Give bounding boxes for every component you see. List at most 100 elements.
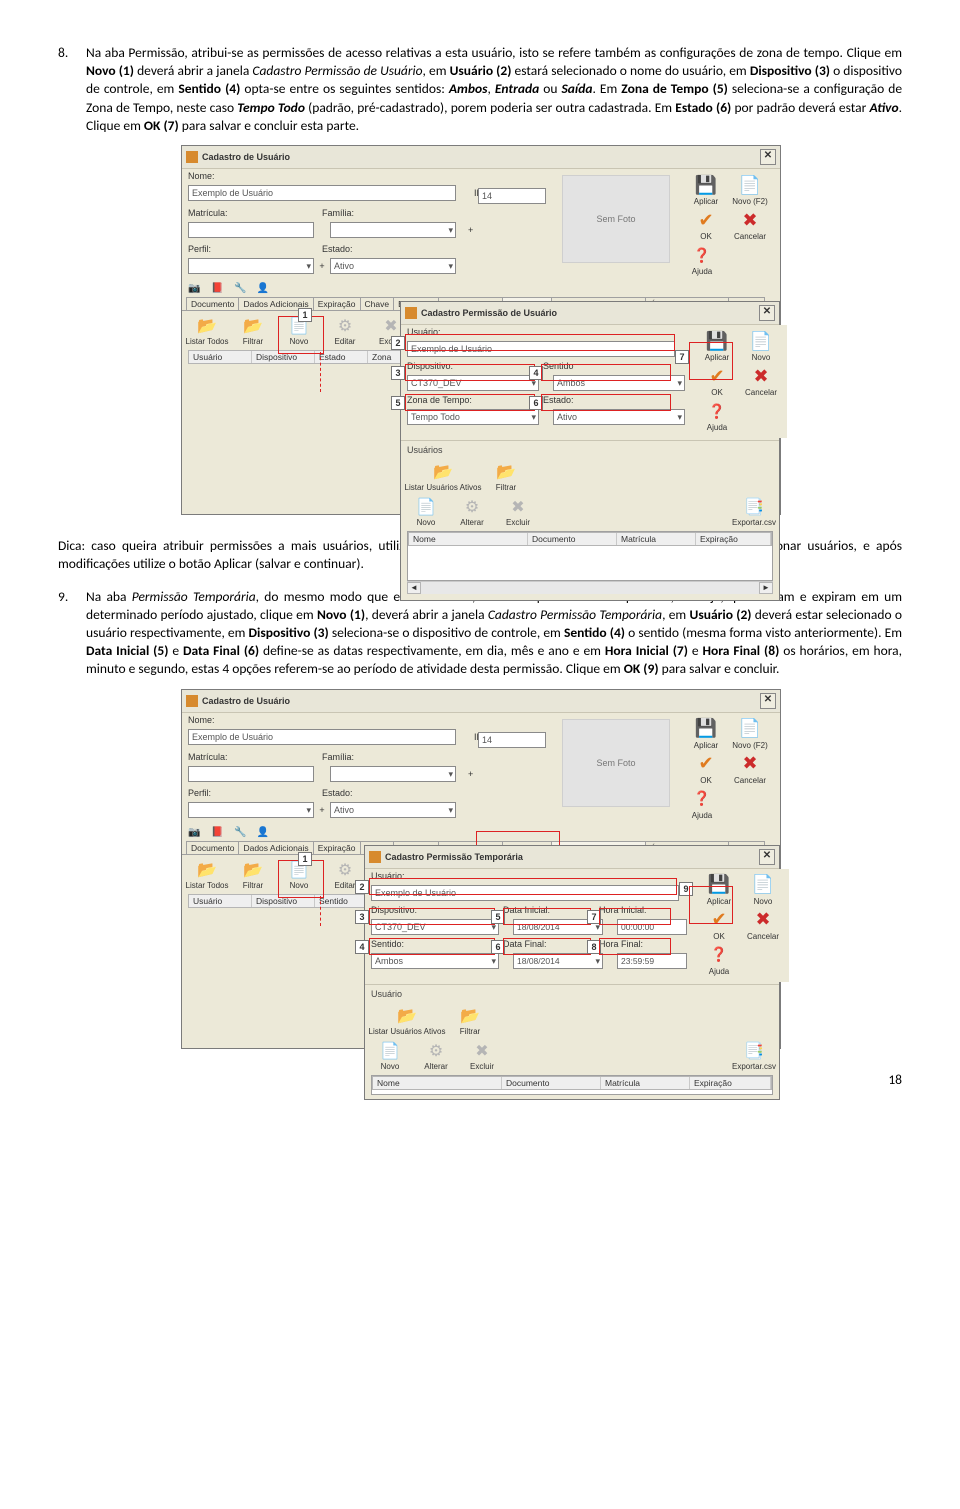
item-text: Na aba Permissão, atribui-se as permissõ… — [86, 44, 902, 135]
tool-icon[interactable]: 🔧 — [234, 827, 246, 838]
btn-novo[interactable]: 📄Novo (F2) — [728, 173, 772, 206]
input-estado2[interactable]: Ativo — [553, 409, 685, 425]
input-nome[interactable]: Exemplo de Usuário — [188, 729, 456, 745]
close-icon[interactable]: ✕ — [760, 693, 776, 709]
window-title: Cadastro de Usuário — [202, 696, 290, 706]
btn-cancel-inner[interactable]: ✖Cancelar — [741, 908, 785, 941]
titlebar: Cadastro de Usuário ✕ — [182, 146, 780, 169]
btn-aplicar[interactable]: 💾Aplicar — [684, 717, 728, 750]
tab-documento[interactable]: Documento — [186, 841, 239, 854]
btn-export-grid[interactable]: 📑Exportar.csv — [731, 1040, 777, 1071]
btn-novo[interactable]: 📄Novo (F2) — [728, 717, 772, 750]
btn-listar-ativos[interactable]: 📂Listar Usuários Ativos — [403, 461, 483, 492]
btn-ok[interactable]: ✔OK — [684, 752, 728, 785]
input-estado[interactable]: Ativo — [330, 802, 456, 818]
close-icon[interactable]: ✕ — [759, 849, 775, 865]
btn-cancel[interactable]: ✖Cancelar — [728, 752, 772, 785]
photo-placeholder: Sem Foto — [562, 175, 670, 263]
btn-filtrar[interactable]: 📂Filtrar — [230, 859, 276, 890]
btn-cancel-inner[interactable]: ✖Cancelar — [739, 364, 783, 397]
book-icon[interactable]: 📕 — [211, 283, 223, 294]
item-number: 9. — [58, 588, 86, 679]
new-icon: 📄 — [749, 329, 773, 353]
gear-icon: ⚙ — [425, 1040, 447, 1062]
btn-novo-inner[interactable]: 📄Novo — [739, 329, 783, 362]
input-data-final[interactable]: 18/08/2014 — [513, 953, 603, 969]
tab-expiracao[interactable]: Expiração — [313, 841, 361, 854]
btn-ok[interactable]: ✔OK — [684, 208, 728, 241]
cancel-icon: ✖ — [738, 752, 762, 776]
new-icon: 📄 — [738, 717, 762, 741]
tab-expiracao[interactable]: Expiração — [313, 297, 361, 310]
folder-icon: 📂 — [196, 859, 218, 881]
label-nome: Nome: — [188, 715, 215, 725]
help-icon: ❓ — [707, 943, 731, 967]
btn-ajuda-inner[interactable]: ❓Ajuda — [697, 943, 741, 976]
btn-alterar-grid[interactable]: ⚙Alterar — [449, 496, 495, 527]
person-icon[interactable]: 👤 — [257, 283, 269, 294]
btn-ajuda-inner[interactable]: ❓Ajuda — [695, 399, 739, 432]
filter-icon: 📂 — [459, 1005, 481, 1027]
scrollbar[interactable]: ◄► — [407, 581, 773, 594]
filter-icon: 📂 — [495, 461, 517, 483]
folder-icon: 📂 — [196, 315, 218, 337]
btn-aplicar[interactable]: 💾Aplicar — [684, 173, 728, 206]
input-id[interactable]: 14 — [478, 188, 546, 204]
input-nome[interactable]: Exemplo de Usuário — [188, 185, 456, 201]
book-icon[interactable]: 📕 — [211, 827, 223, 838]
input-id[interactable]: 14 — [478, 732, 546, 748]
save-icon: 💾 — [694, 717, 718, 741]
close-icon[interactable]: ✕ — [759, 305, 775, 321]
new-icon: 📄 — [738, 173, 762, 197]
btn-filtrar[interactable]: 📂Filtrar — [230, 315, 276, 346]
btn-novo-inner[interactable]: 📄Novo — [741, 873, 785, 906]
btn-listar-ativos[interactable]: 📂Listar Usuários Ativos — [367, 1005, 447, 1036]
cancel-icon: ✖ — [749, 364, 773, 388]
folder-icon: 📂 — [432, 461, 454, 483]
btn-editar[interactable]: ⚙Editar — [322, 315, 368, 346]
marker-2: 2 — [355, 880, 369, 894]
input-perfil[interactable] — [188, 802, 314, 818]
input-familia[interactable] — [330, 766, 456, 782]
filter-icon: 📂 — [242, 315, 264, 337]
btn-alterar-grid[interactable]: ⚙Alterar — [413, 1040, 459, 1071]
btn-filtrar-inner[interactable]: 📂Filtrar — [483, 461, 529, 492]
input-familia[interactable] — [330, 222, 456, 238]
btn-ajuda[interactable]: ❓Ajuda — [680, 787, 724, 820]
btn-listar-todos[interactable]: 📂Listar Todos — [184, 315, 230, 346]
input-zona[interactable]: Tempo Todo — [407, 409, 539, 425]
app-icon — [186, 695, 198, 707]
btn-filtrar-inner[interactable]: 📂Filtrar — [447, 1005, 493, 1036]
photo-icon[interactable]: 📷 — [188, 283, 200, 294]
novo-icon: 📄 — [379, 1040, 401, 1062]
del-icon: ✖ — [380, 315, 402, 337]
novo-icon: 📄 — [415, 496, 437, 518]
list-item-9: 9. Na aba Permissão Temporária, do mesmo… — [58, 588, 902, 679]
tool-icon[interactable]: 🔧 — [234, 283, 246, 294]
btn-novo-grid[interactable]: 📄Novo — [367, 1040, 413, 1071]
input-estado[interactable]: Ativo — [330, 258, 456, 274]
person-icon[interactable]: 👤 — [257, 827, 269, 838]
close-icon[interactable]: ✕ — [760, 149, 776, 165]
btn-excluir-grid[interactable]: ✖Excluir — [495, 496, 541, 527]
label-estado: Estado: — [322, 788, 353, 798]
btn-ajuda[interactable]: ❓Ajuda — [680, 243, 724, 276]
btn-excluir-grid[interactable]: ✖Excluir — [459, 1040, 505, 1071]
btn-novo-grid[interactable]: 📄Novo — [403, 496, 449, 527]
photo-icon[interactable]: 📷 — [188, 827, 200, 838]
window-cadastro-permissao: Cadastro Permissão de Usuário ✕ Usuário:… — [400, 301, 780, 601]
app-icon — [369, 851, 381, 863]
input-matricula[interactable] — [188, 766, 314, 782]
del-icon: ✖ — [507, 496, 529, 518]
input-perfil[interactable] — [188, 258, 314, 274]
photo-placeholder: Sem Foto — [562, 719, 670, 807]
btn-cancel[interactable]: ✖Cancelar — [728, 208, 772, 241]
tab-chave[interactable]: Chave — [360, 297, 395, 310]
del-icon: ✖ — [471, 1040, 493, 1062]
btn-listar-todos[interactable]: 📂Listar Todos — [184, 859, 230, 890]
input-sentido[interactable]: Ambos — [371, 953, 499, 969]
input-matricula[interactable] — [188, 222, 314, 238]
input-hora-final[interactable]: 23:59:59 — [617, 953, 687, 969]
btn-export-grid[interactable]: 📑Exportar.csv — [731, 496, 777, 527]
tab-documento[interactable]: Documento — [186, 297, 239, 310]
